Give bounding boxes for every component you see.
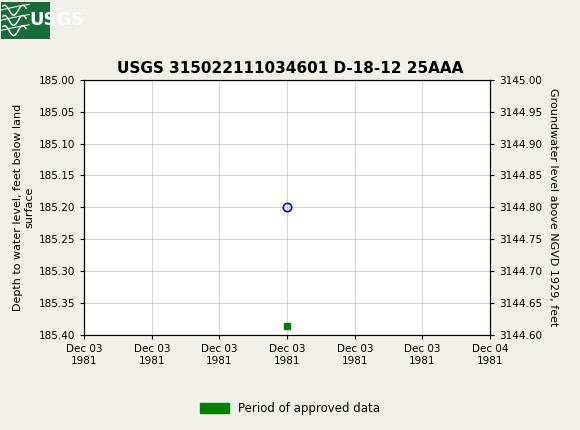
Y-axis label: Groundwater level above NGVD 1929, feet: Groundwater level above NGVD 1929, feet xyxy=(548,88,558,327)
FancyBboxPatch shape xyxy=(1,2,50,39)
Legend: Period of approved data: Period of approved data xyxy=(195,397,385,420)
Text: USGS 315022111034601 D-18-12 25AAA: USGS 315022111034601 D-18-12 25AAA xyxy=(117,61,463,76)
Y-axis label: Depth to water level, feet below land
surface: Depth to water level, feet below land su… xyxy=(13,104,34,311)
Text: USGS: USGS xyxy=(29,12,84,29)
